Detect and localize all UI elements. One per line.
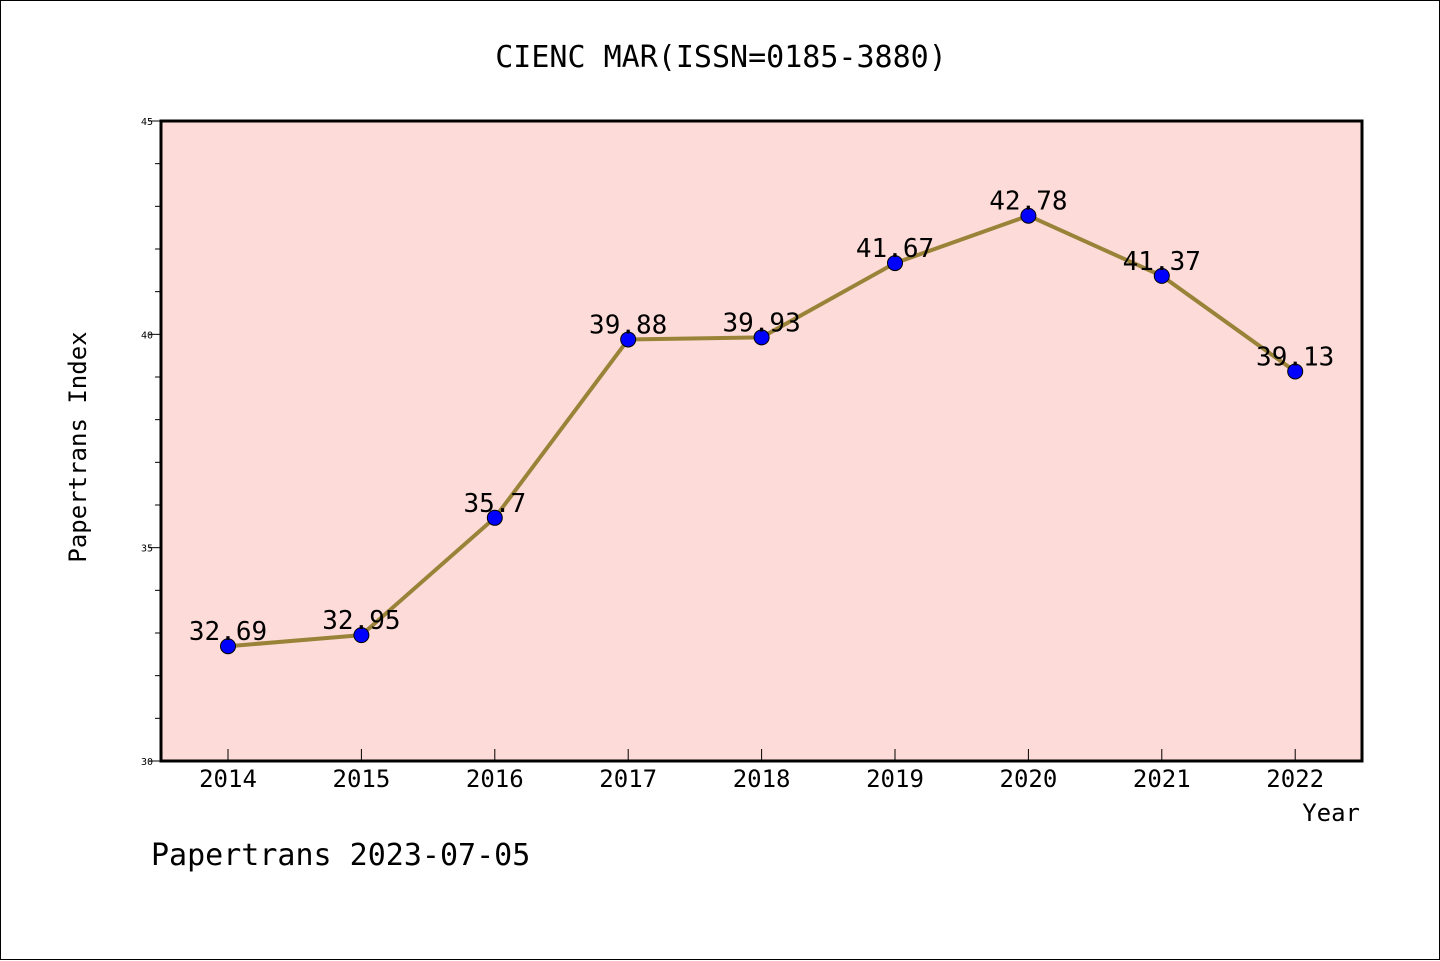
footer-text: Papertrans 2023-07-05: [151, 838, 530, 873]
x-tick-label: 2019: [866, 765, 924, 793]
y-axis-label: Papertrans Index: [64, 331, 92, 562]
data-point-marker: [1287, 363, 1304, 380]
data-point-marker: [620, 331, 637, 348]
y-tick-label: 30: [141, 757, 153, 768]
y-tick-label: 35: [141, 544, 153, 555]
y-tick-label: 45: [141, 117, 153, 128]
data-point-marker: [353, 627, 370, 644]
data-label: 32.69: [189, 617, 267, 647]
x-tick-label: 2021: [1133, 765, 1191, 793]
data-point-marker: [887, 255, 903, 272]
x-tick-label: 2016: [466, 765, 524, 793]
data-point-marker: [486, 509, 503, 526]
data-labels-group: 32.69 32.95 35.7 39.88 39.93 41.67 42.78 41.37 3…: [189, 187, 1334, 648]
data-label: 39.93: [722, 308, 800, 338]
chart-title: CIENC MAR(ISSN=0185-3880): [495, 40, 947, 75]
data-label: 35.7: [463, 489, 526, 519]
data-label: 39.88: [589, 310, 667, 340]
x-tick-label: 2014: [199, 765, 257, 793]
data-label: 39.13: [1256, 342, 1334, 372]
data-label: 42.78: [989, 187, 1067, 217]
data-point-marker: [1020, 207, 1037, 224]
y-axis-ticks: 30 35 40 45: [141, 117, 161, 768]
y-tick-label: 40: [141, 330, 153, 341]
data-label: 41.37: [1123, 247, 1201, 277]
x-tick-label: 2015: [333, 765, 391, 793]
data-label: 32.95: [322, 606, 400, 636]
x-axis-label: Year: [1302, 799, 1360, 827]
data-label: 41.67: [856, 234, 934, 264]
data-point-marker: [1153, 267, 1170, 284]
x-axis-ticks: 2014 2015 2016 2017 2018 2019 2020 2021 2022: [199, 749, 1324, 793]
data-point-marker: [753, 329, 770, 346]
x-tick-label: 2020: [1000, 765, 1058, 793]
x-tick-label: 2022: [1266, 765, 1324, 793]
x-tick-label: 2018: [733, 765, 791, 793]
data-point-marker: [220, 638, 236, 655]
series-line-group: [220, 207, 1304, 655]
plot-area: [159, 119, 1364, 763]
x-tick-label: 2017: [599, 765, 657, 793]
